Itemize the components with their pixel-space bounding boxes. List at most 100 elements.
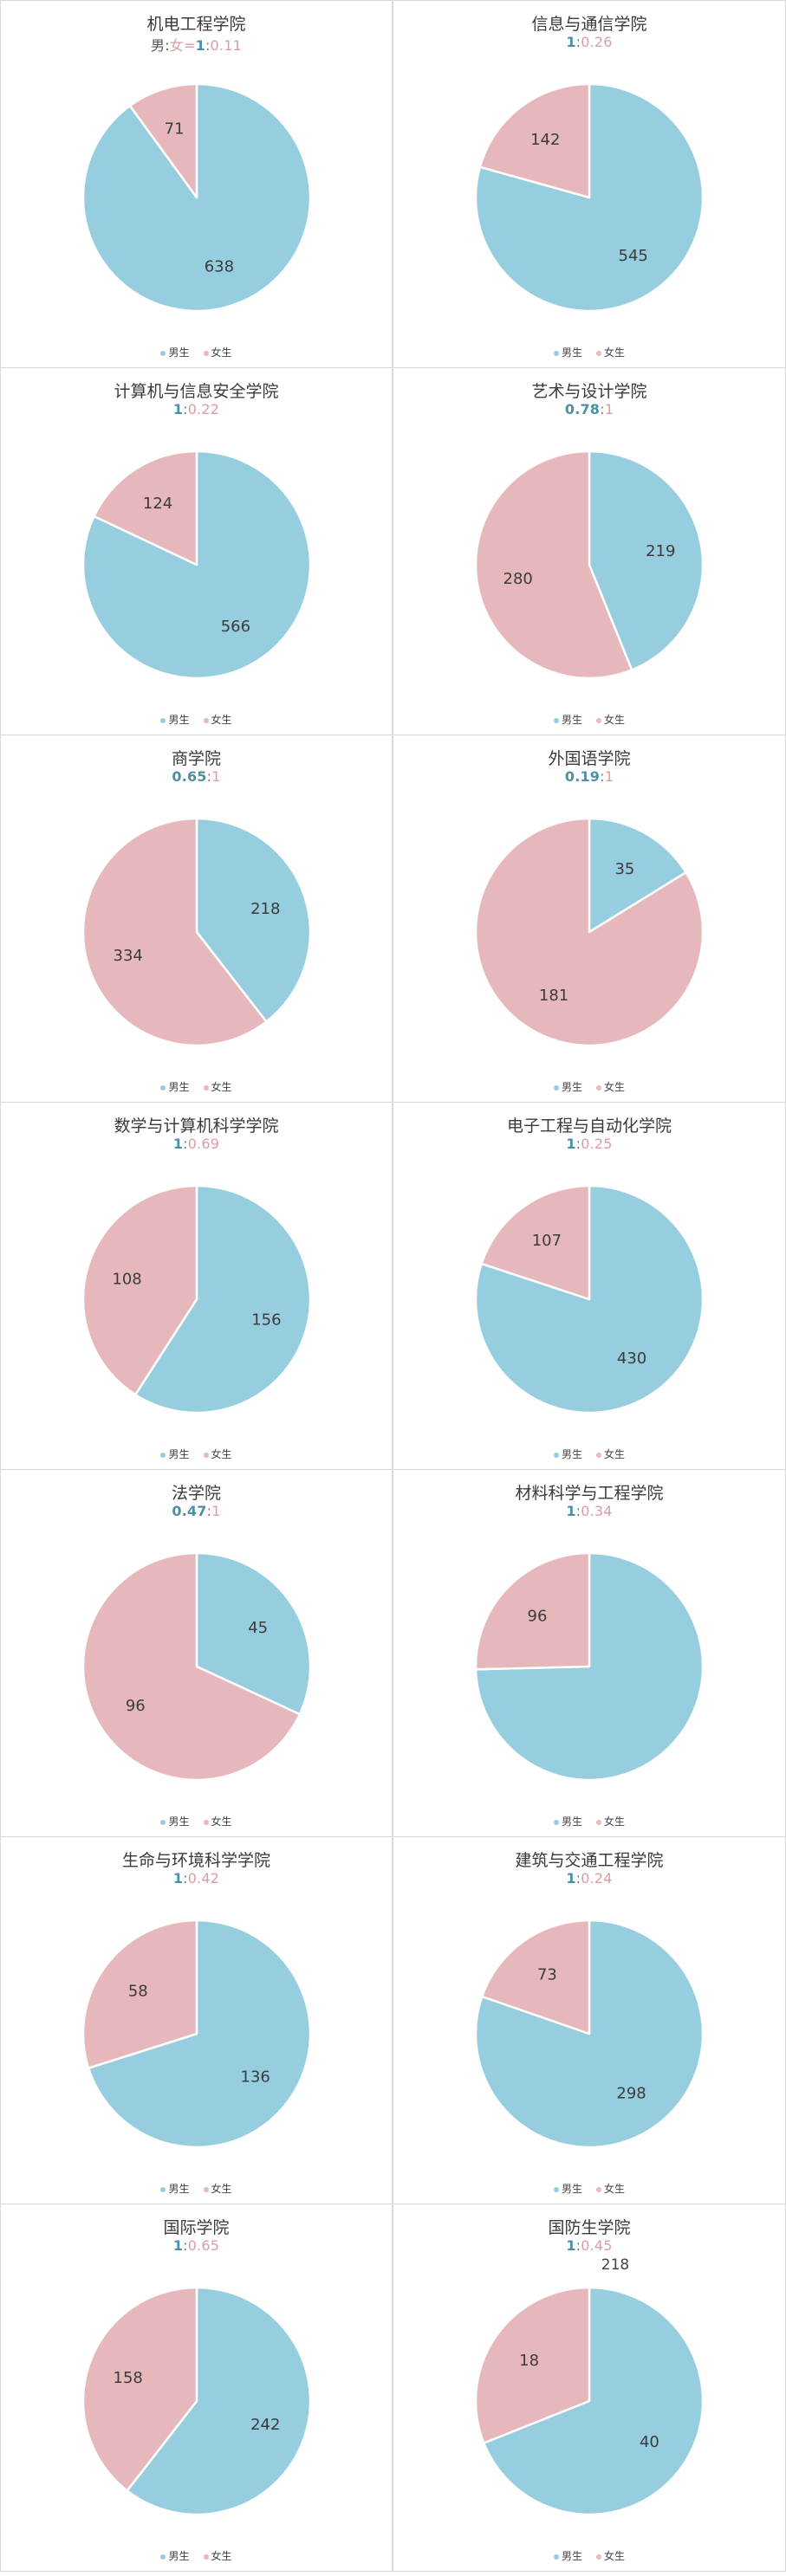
legend-marker: [160, 1819, 166, 1825]
chart-title: 建筑与交通工程学院: [515, 1851, 664, 1870]
legend-label: 女生: [604, 1448, 626, 1460]
legend-marker: [596, 350, 601, 356]
pie-chart: 35 181: [474, 817, 705, 1047]
pie-chart: 136 58: [81, 1919, 312, 2149]
data-label: 107: [532, 1232, 562, 1250]
chart-panel: 外国语学院 0.19:1 35 181 男生 女生: [393, 735, 786, 1103]
gender-ratio: 男:女=1:0.11: [1, 34, 392, 55]
legend-item-male: 男生: [553, 1079, 582, 1094]
ratio-prefix-male: 男:: [151, 37, 170, 54]
data-label: 108: [112, 1270, 141, 1288]
pie-slice-female: [480, 1184, 591, 1301]
legend-marker: [596, 1452, 601, 1458]
legend-marker: [203, 717, 209, 723]
pie-slice-female: [81, 2286, 198, 2492]
data-label: 124: [143, 495, 172, 513]
gender-ratio: 0.47:1: [1, 1503, 392, 1519]
chart-panel: 艺术与设计学院 0.78:1 219 280 男生 女生: [393, 367, 786, 735]
legend-item-male: 男生: [160, 1079, 190, 1094]
chart-title: 商学院: [171, 749, 221, 768]
pie-slice-male: [126, 2286, 312, 2516]
ratio-separator: :: [575, 1870, 581, 1887]
legend-label: 男生: [561, 1081, 582, 1093]
pie-chart: 430 107: [474, 1184, 705, 1414]
ratio-separator: :: [575, 1136, 581, 1152]
pie-chart: 40 18: [474, 2286, 705, 2516]
gender-ratio: 1:0.34: [393, 1503, 785, 1519]
data-label: 136: [241, 2068, 270, 2087]
legend-item-male: 男生: [553, 1447, 582, 1461]
gender-ratio: 1:0.42: [1, 1870, 392, 1887]
gender-ratio: 1:0.45: [393, 2237, 785, 2254]
legend-item-female: 女生: [203, 1079, 232, 1094]
legend-label: 女生: [211, 2183, 232, 2195]
legend-label: 男生: [168, 1081, 190, 1093]
legend-label: 女生: [604, 714, 626, 726]
gender-ratio: 1:0.26: [393, 34, 785, 50]
legend-label: 女生: [604, 1081, 626, 1093]
ratio-female-value: 0.69: [187, 1136, 220, 1152]
pie-chart: 566 124: [81, 450, 312, 680]
ratio-female-value: 1: [604, 768, 614, 785]
legend-item-male: 男生: [553, 345, 582, 359]
data-label: 218: [250, 900, 280, 918]
ratio-female-value: 0.26: [581, 34, 613, 50]
ratio-male-value: 1: [566, 2237, 576, 2254]
pie-slice-female: [81, 1184, 198, 1396]
pie-slice-female: [81, 1919, 198, 2069]
chart-panel: 国防生学院 1:0.45 218 40 18 男生 女生: [393, 2204, 786, 2572]
data-label: 280: [503, 570, 533, 588]
ratio-separator: :: [575, 1503, 581, 1519]
ratio-male-value: 1: [172, 1870, 184, 1887]
legend-label: 女生: [604, 2550, 626, 2562]
legend-label: 女生: [604, 346, 626, 359]
pie-slice-male: [474, 82, 705, 313]
legend-marker: [160, 717, 166, 723]
data-label: 219: [646, 542, 675, 560]
chart-legend: 男生 女生: [1, 1447, 392, 1461]
pie-slice-female: [474, 1551, 591, 1671]
gender-ratio: 0.78:1: [393, 401, 785, 417]
data-label: 545: [619, 247, 648, 265]
legend-label: 女生: [211, 346, 232, 359]
legend-marker: [553, 1084, 559, 1091]
legend-label: 男生: [561, 1815, 582, 1828]
pie-chart: 545 142: [474, 82, 705, 313]
pie-slice-male: [483, 2286, 705, 2516]
legend-item-female: 女生: [596, 1079, 625, 1094]
legend-item-female: 女生: [596, 1447, 625, 1461]
chart-title: 材料科学与工程学院: [515, 1484, 664, 1503]
ratio-separator: :: [600, 768, 605, 785]
data-label: 35: [614, 860, 634, 878]
data-label: 181: [539, 987, 568, 1005]
legend-label: 女生: [604, 1815, 626, 1828]
pie-slice-female: [474, 450, 633, 680]
ratio-female-value: 0.25: [581, 1136, 613, 1152]
chart-title: 国际学院: [163, 2218, 230, 2237]
ratio-male-value: 0.65: [172, 768, 207, 785]
legend-item-female: 女生: [203, 345, 232, 359]
legend-label: 男生: [168, 346, 190, 359]
chart-legend: 男生 女生: [393, 712, 785, 727]
pie-chart: 298 73: [474, 1919, 705, 2149]
chart-legend: 男生 女生: [1, 2181, 392, 2196]
legend-item-female: 女生: [596, 345, 625, 359]
data-label: 96: [126, 1697, 146, 1715]
legend-item-female: 女生: [596, 2548, 625, 2563]
data-label: 638: [205, 258, 234, 276]
chart-title: 计算机与信息安全学院: [114, 382, 279, 401]
pie-slice-male: [195, 817, 312, 1023]
gender-ratio: 0.65:1: [1, 768, 392, 785]
chart-title: 艺术与设计学院: [531, 382, 647, 401]
data-label: 96: [528, 1608, 548, 1626]
chart-title: 数学与计算机科学学院: [114, 1116, 279, 1136]
pie-slice-female: [93, 450, 198, 566]
chart-panel: 商学院 0.65:1 218 334 男生 女生: [0, 735, 393, 1103]
data-label: 73: [537, 1966, 557, 1984]
chart-title: 生命与环境科学学院: [121, 1851, 270, 1870]
legend-label: 女生: [604, 2183, 626, 2195]
gender-ratio: 1:0.65: [1, 2237, 392, 2254]
legend-item-male: 男生: [160, 1814, 190, 1828]
pie-slice-male: [81, 450, 312, 680]
ratio-female-value: 0.65: [187, 2237, 220, 2254]
